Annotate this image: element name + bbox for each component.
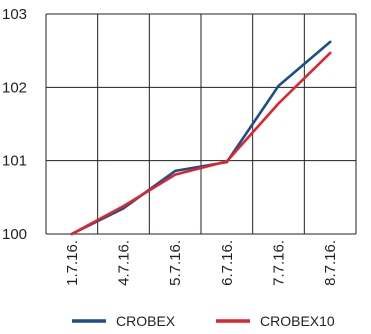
y-tick-label: 100: [2, 226, 27, 243]
series-line-crobex: [70, 40, 332, 236]
series-line-crobex10: [70, 51, 332, 236]
x-tick-label: 1.7.16.: [64, 240, 81, 286]
x-axis-ticks: 1.7.16. 4.7.16. 5.7.16. 6.7.16. 7.7.16. 8.7.1…: [64, 240, 339, 286]
x-tick-label: 6.7.16.: [219, 240, 236, 286]
x-tick-label: 8.7.16.: [322, 240, 339, 286]
y-axis-ticks: 100 101 102 103: [2, 6, 27, 243]
x-tick-label: 4.7.16.: [116, 240, 133, 286]
x-tick-label: 5.7.16.: [167, 240, 184, 286]
y-tick-label: 103: [2, 6, 27, 23]
legend-label: CROBEX: [116, 313, 176, 329]
series-lines: [70, 40, 332, 236]
y-tick-label: 102: [2, 79, 27, 96]
x-tick-label: 7.7.16.: [271, 240, 288, 286]
legend-label: CROBEX10: [260, 313, 335, 329]
grid: [45, 13, 357, 235]
y-tick-label: 101: [2, 153, 27, 170]
legend: CROBEX CROBEX10: [72, 313, 335, 329]
